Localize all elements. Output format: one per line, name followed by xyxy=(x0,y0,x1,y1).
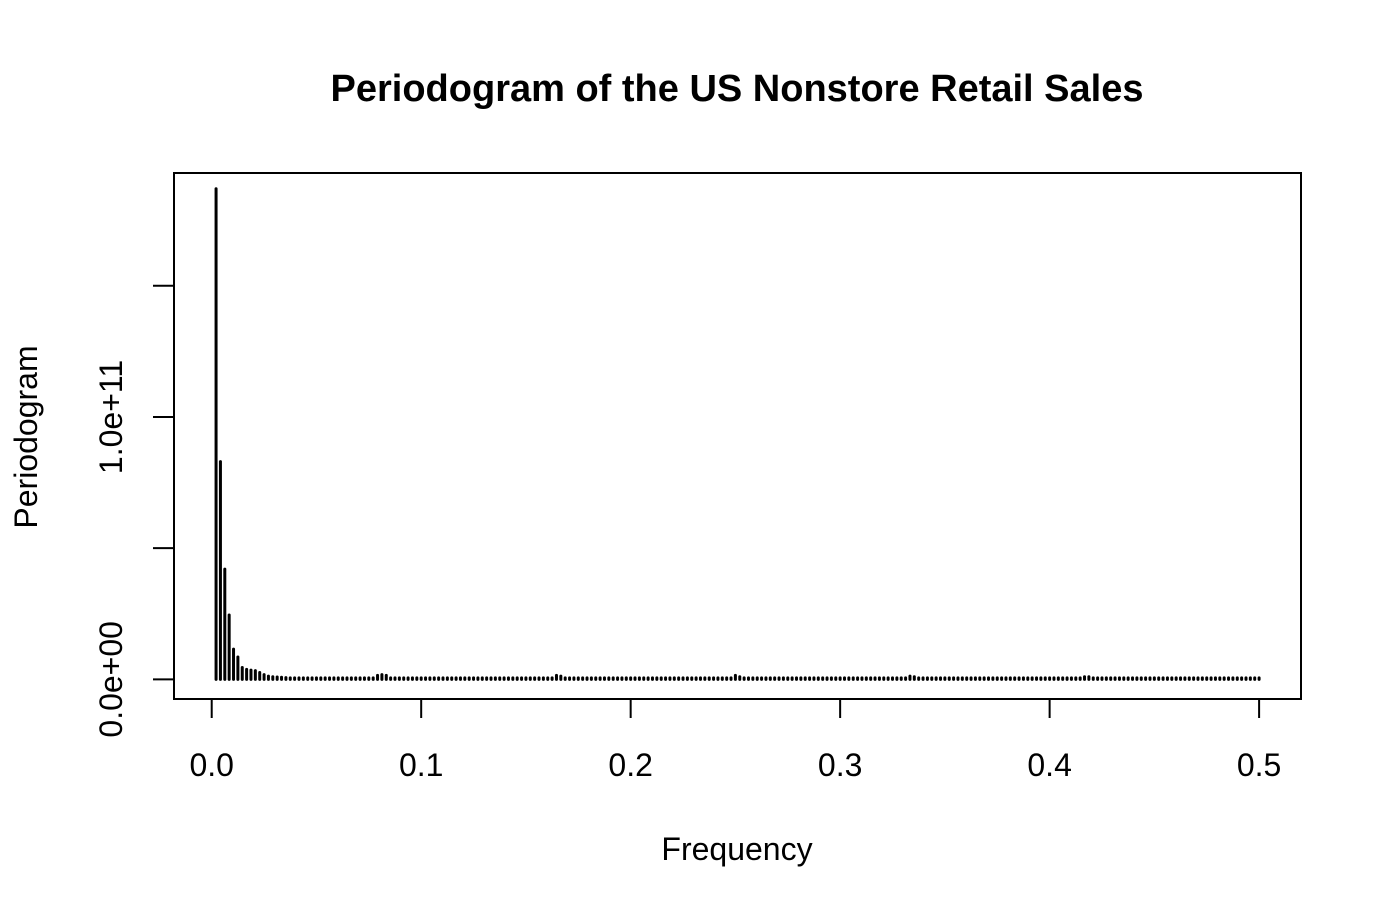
y-axis-label: Periodogram xyxy=(8,345,44,528)
y-tick-label: 0.0e+00 xyxy=(93,621,129,738)
x-tick-label: 0.1 xyxy=(399,747,443,783)
x-tick-label: 0.2 xyxy=(608,747,652,783)
x-tick-label: 0.4 xyxy=(1027,747,1071,783)
periodogram-bars xyxy=(214,187,1261,681)
x-ticks: 0.0 0.1 0.2 0.3 0.4 0.5 xyxy=(189,699,1281,783)
x-tick-label: 0.3 xyxy=(818,747,862,783)
x-tick-label: 0.0 xyxy=(189,747,233,783)
x-tick-label: 0.5 xyxy=(1237,747,1281,783)
y-tick-label: 1.0e+11 xyxy=(93,360,129,474)
x-axis-label: Frequency xyxy=(661,831,812,867)
chart-title: Periodogram of the US Nonstore Retail Sa… xyxy=(331,68,1144,110)
y-ticks: 0.0e+00 1.0e+11 xyxy=(93,284,174,738)
